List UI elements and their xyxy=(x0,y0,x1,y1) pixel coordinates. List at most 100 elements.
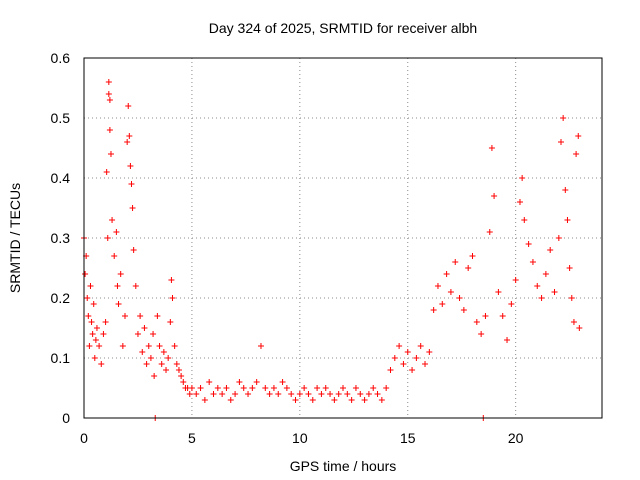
y-tick-label: 0.1 xyxy=(51,350,71,366)
scatter-point xyxy=(491,193,498,199)
scatter-point xyxy=(266,391,273,397)
scatter-point xyxy=(447,289,454,295)
scatter-point xyxy=(115,301,122,307)
scatter-point xyxy=(430,307,437,313)
scatter-point xyxy=(348,397,355,403)
y-tick-label: 0 xyxy=(62,410,70,426)
scatter-point xyxy=(340,385,346,391)
scatter-point xyxy=(525,241,532,247)
scatter-point xyxy=(279,379,286,385)
scatter-point xyxy=(137,313,144,319)
scatter-point xyxy=(173,361,180,367)
scatter-point xyxy=(413,355,420,361)
scatter-point xyxy=(87,283,94,289)
scatter-point xyxy=(223,385,230,391)
scatter-point xyxy=(186,391,193,397)
scatter-point xyxy=(465,265,472,271)
scatter-point xyxy=(253,379,260,385)
scatter-point xyxy=(92,337,99,343)
scatter-point xyxy=(236,379,243,385)
y-tick-label: 0.4 xyxy=(51,170,71,186)
scatter-point xyxy=(105,79,112,85)
scatter-point xyxy=(206,379,213,385)
y-tick-label: 0.3 xyxy=(51,230,71,246)
scatter-point xyxy=(482,313,489,319)
scatter-point xyxy=(96,343,103,349)
scatter-point xyxy=(404,349,411,355)
scatter-point xyxy=(519,175,526,181)
scatter-point xyxy=(443,271,450,277)
scatter-point xyxy=(529,259,536,265)
scatter-point xyxy=(335,391,342,397)
scatter-point xyxy=(562,187,569,193)
scatter-point xyxy=(85,313,92,319)
scatter-point xyxy=(568,295,575,301)
scatter-point xyxy=(391,355,398,361)
scatter-point xyxy=(283,385,290,391)
scatter-point xyxy=(193,391,200,397)
scatter-point xyxy=(201,397,208,403)
scatter-point xyxy=(452,259,459,265)
scatter-point xyxy=(106,127,113,133)
scatter-point xyxy=(331,397,338,403)
scatter-point xyxy=(165,355,172,361)
scatter-point xyxy=(128,181,135,187)
scatter-point xyxy=(301,385,308,391)
scatter-point xyxy=(145,343,152,349)
scatter-point xyxy=(560,115,567,121)
scatter-point xyxy=(197,385,204,391)
scatter-point xyxy=(124,139,131,145)
scatter-point xyxy=(439,301,446,307)
scatter-point xyxy=(504,337,511,343)
x-tick-label: 0 xyxy=(80,430,88,446)
x-tick-label: 5 xyxy=(188,430,196,446)
scatter-point xyxy=(117,271,124,277)
scatter-point xyxy=(357,391,364,397)
scatter-point xyxy=(139,349,146,355)
scatter-point xyxy=(232,391,239,397)
scatter-point xyxy=(257,343,264,349)
scatter-point xyxy=(456,295,463,301)
scatter-point xyxy=(575,133,582,139)
scatter-point xyxy=(129,205,136,211)
scatter-point xyxy=(245,391,252,397)
scatter-point xyxy=(91,355,98,361)
scatter-point xyxy=(434,283,441,289)
scatter-point xyxy=(538,295,545,301)
scatter-point xyxy=(396,343,403,349)
scatter-point xyxy=(275,391,282,397)
scatter-point xyxy=(365,391,372,397)
scatter-point xyxy=(387,367,394,373)
scatter-point xyxy=(555,235,562,241)
scatter-point xyxy=(322,385,329,391)
scatter-point xyxy=(103,169,110,175)
scatter-point xyxy=(109,217,116,223)
scatter-point xyxy=(564,217,571,223)
scatter-point xyxy=(374,391,381,397)
scatter-point xyxy=(495,289,502,295)
scatter-point xyxy=(93,325,100,331)
scatter-point xyxy=(417,343,424,349)
scatter-point xyxy=(180,379,187,385)
scatter-point xyxy=(370,385,377,391)
scatter-point xyxy=(104,235,111,241)
plot-frame xyxy=(83,57,603,419)
scatter-point xyxy=(127,163,134,169)
scatter-point xyxy=(113,229,120,235)
scatter-point xyxy=(547,247,554,253)
scatter-point xyxy=(512,277,519,283)
scatter-point xyxy=(488,145,495,151)
scatter-point xyxy=(134,331,141,337)
y-axis-label: SRMTID / TECUs xyxy=(7,183,23,293)
scatter-point xyxy=(82,271,89,277)
scatter-point xyxy=(292,397,299,403)
scatter-point xyxy=(576,325,583,331)
scatter-point xyxy=(478,331,485,337)
scatter-point xyxy=(469,253,476,259)
scatter-point xyxy=(240,385,247,391)
scatter-point xyxy=(210,391,217,397)
scatter-point xyxy=(361,397,368,403)
scatter-point xyxy=(570,319,577,325)
scatter-point xyxy=(521,217,528,223)
scatter-point xyxy=(516,199,523,205)
